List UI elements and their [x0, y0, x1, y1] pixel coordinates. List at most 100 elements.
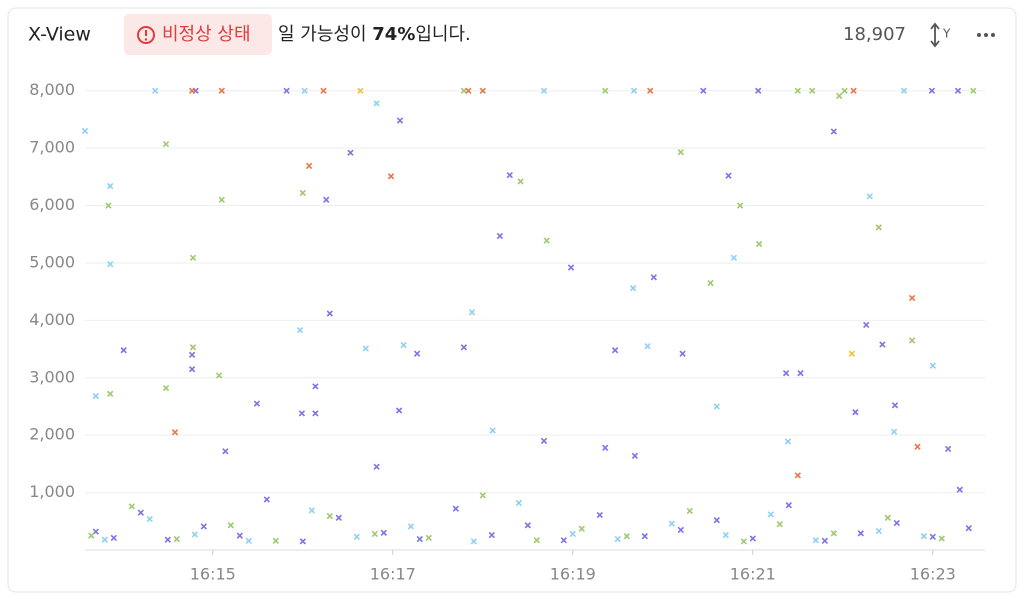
point — [821, 537, 828, 544]
point — [929, 362, 936, 369]
plot: 1,000 2,000 3,000 4,000 5,000 6,000 7,000 8,000… — [29, 80, 985, 584]
point — [200, 523, 207, 530]
point — [908, 294, 916, 302]
point — [146, 515, 153, 523]
point — [373, 463, 380, 470]
point — [725, 172, 732, 179]
point — [848, 350, 855, 357]
point — [614, 535, 621, 543]
point — [713, 516, 720, 524]
alert-icon — [137, 26, 155, 44]
toggle-label: Y — [942, 27, 951, 41]
point — [312, 383, 319, 390]
point — [836, 92, 843, 100]
point — [863, 321, 870, 329]
point — [460, 344, 468, 351]
point — [875, 224, 882, 231]
point — [218, 196, 225, 203]
point — [630, 87, 638, 94]
count: 18,907 — [843, 24, 906, 45]
point — [776, 521, 783, 528]
point — [929, 533, 936, 540]
point — [191, 531, 198, 538]
point — [794, 87, 801, 94]
point — [272, 537, 279, 544]
toggle-icon — [930, 22, 940, 48]
point — [857, 530, 864, 537]
status-badge: 비정상 상태 — [162, 24, 251, 45]
point — [468, 309, 476, 316]
point — [222, 448, 229, 455]
point — [668, 520, 675, 527]
point — [850, 87, 857, 94]
point — [387, 173, 395, 180]
point — [299, 189, 306, 197]
point — [920, 533, 927, 540]
point — [908, 337, 916, 344]
point — [596, 511, 603, 519]
point — [164, 536, 171, 543]
point — [841, 87, 848, 94]
point — [308, 507, 315, 514]
point — [188, 87, 196, 94]
probability: 74% — [372, 24, 415, 45]
point — [162, 384, 170, 392]
point — [928, 87, 936, 94]
point — [879, 341, 886, 348]
point — [162, 140, 170, 148]
badge-bg — [124, 14, 272, 55]
point — [347, 149, 354, 156]
point — [677, 149, 684, 156]
point — [323, 196, 330, 203]
point — [578, 525, 585, 532]
card — [7, 7, 1017, 593]
y-tick-label: 4,000 — [29, 310, 75, 329]
point — [120, 347, 127, 354]
point — [629, 285, 637, 292]
point — [569, 530, 576, 538]
point — [602, 444, 609, 451]
more-menu[interactable] — [977, 33, 995, 37]
point — [830, 128, 837, 135]
x-tick-label: 16:15 — [190, 565, 236, 584]
point — [105, 202, 112, 209]
point — [965, 525, 972, 532]
point — [395, 407, 403, 414]
point — [647, 87, 654, 94]
point — [107, 182, 114, 190]
point — [296, 326, 304, 334]
point — [891, 402, 899, 409]
point — [893, 519, 900, 527]
point — [380, 529, 387, 536]
point — [737, 202, 744, 209]
y-tick-label: 1,000 — [29, 482, 75, 501]
point — [767, 511, 774, 518]
point — [373, 100, 380, 107]
axis-toggle[interactable]: Y — [930, 22, 951, 48]
point — [479, 492, 486, 499]
point — [515, 499, 522, 507]
point — [782, 370, 790, 377]
point — [189, 254, 197, 261]
dot — [984, 33, 988, 37]
point — [189, 344, 197, 351]
point — [326, 310, 333, 317]
point — [641, 533, 648, 540]
point — [794, 472, 801, 479]
point — [353, 533, 360, 540]
point — [479, 87, 486, 94]
point — [677, 526, 684, 534]
point — [900, 87, 908, 94]
point — [914, 443, 921, 450]
point — [713, 403, 720, 410]
y-tick-label: 6,000 — [29, 195, 75, 214]
point — [970, 87, 977, 94]
point — [884, 514, 891, 522]
point — [866, 193, 873, 200]
point — [784, 438, 792, 445]
point — [730, 254, 738, 261]
point — [830, 530, 837, 537]
point — [812, 537, 819, 544]
point — [560, 537, 567, 544]
point — [81, 127, 89, 135]
